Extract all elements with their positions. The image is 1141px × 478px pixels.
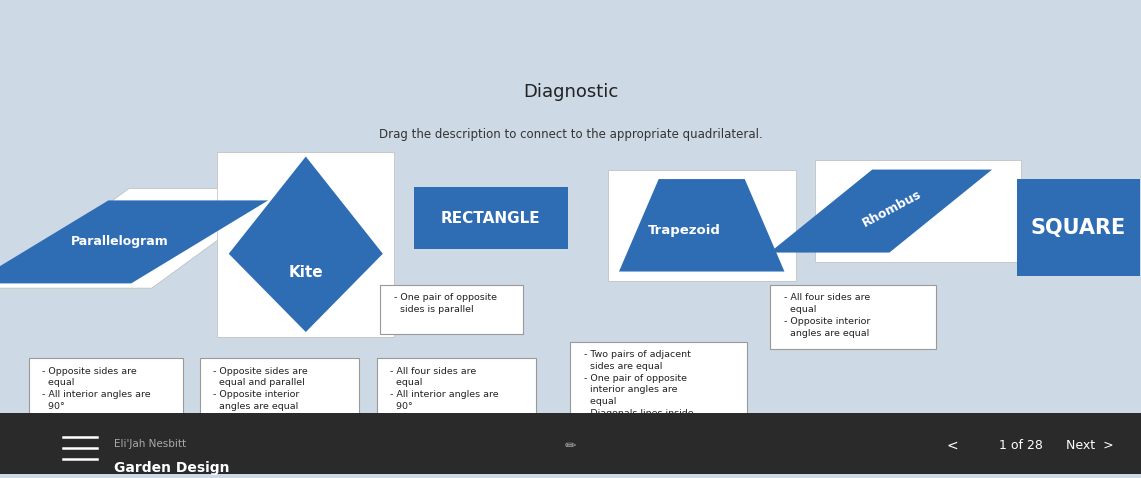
Text: - Opposite sides are
  equal
- All interior angles are
  90°: - Opposite sides are equal - All interio…	[42, 367, 151, 411]
Text: Garden Design: Garden Design	[114, 461, 229, 475]
Text: Parallelogram: Parallelogram	[71, 235, 169, 249]
Polygon shape	[0, 200, 268, 283]
Text: Diagnostic: Diagnostic	[523, 83, 618, 101]
Polygon shape	[618, 179, 784, 272]
FancyBboxPatch shape	[380, 284, 523, 335]
Text: Eli'Jah Nesbitt: Eli'Jah Nesbitt	[114, 439, 186, 449]
Text: - Opposite sides are
  equal and parallel
- Opposite interior
  angles are equal: - Opposite sides are equal and parallel …	[213, 367, 308, 411]
FancyBboxPatch shape	[607, 170, 795, 281]
Text: Next  >: Next >	[1066, 439, 1114, 452]
FancyBboxPatch shape	[0, 413, 1141, 474]
FancyBboxPatch shape	[1017, 179, 1140, 276]
Polygon shape	[228, 156, 382, 332]
FancyBboxPatch shape	[413, 187, 567, 249]
FancyBboxPatch shape	[570, 341, 747, 460]
FancyBboxPatch shape	[770, 284, 936, 348]
Text: - All four sides are
  equal
- Opposite interior
  angles are equal: - All four sides are equal - Opposite in…	[784, 293, 871, 337]
Text: ✏: ✏	[565, 439, 576, 453]
Polygon shape	[769, 170, 992, 252]
Text: - One pair of opposite
  sides is parallel: - One pair of opposite sides is parallel	[394, 293, 496, 314]
Text: - All four sides are
  equal
- All interior angles are
  90°: - All four sides are equal - All interio…	[390, 367, 499, 411]
Text: Rhombus: Rhombus	[860, 188, 924, 230]
Text: 1 of 28: 1 of 28	[1000, 439, 1043, 452]
Text: Drag the description to connect to the appropriate quadrilateral.: Drag the description to connect to the a…	[379, 128, 762, 141]
Polygon shape	[0, 188, 289, 288]
Text: RECTANGLE: RECTANGLE	[440, 211, 541, 226]
FancyBboxPatch shape	[29, 358, 183, 446]
Text: Trapezoid: Trapezoid	[648, 224, 721, 237]
Text: - Two pairs of adjacent
  sides are equal
- One pair of opposite
  interior angl: - Two pairs of adjacent sides are equal …	[584, 350, 694, 442]
Text: SQUARE: SQUARE	[1030, 217, 1126, 238]
FancyBboxPatch shape	[200, 358, 359, 446]
FancyBboxPatch shape	[217, 152, 395, 337]
FancyBboxPatch shape	[815, 160, 1020, 262]
FancyBboxPatch shape	[377, 358, 536, 446]
Text: Kite: Kite	[289, 265, 323, 280]
Text: <: <	[947, 439, 958, 453]
